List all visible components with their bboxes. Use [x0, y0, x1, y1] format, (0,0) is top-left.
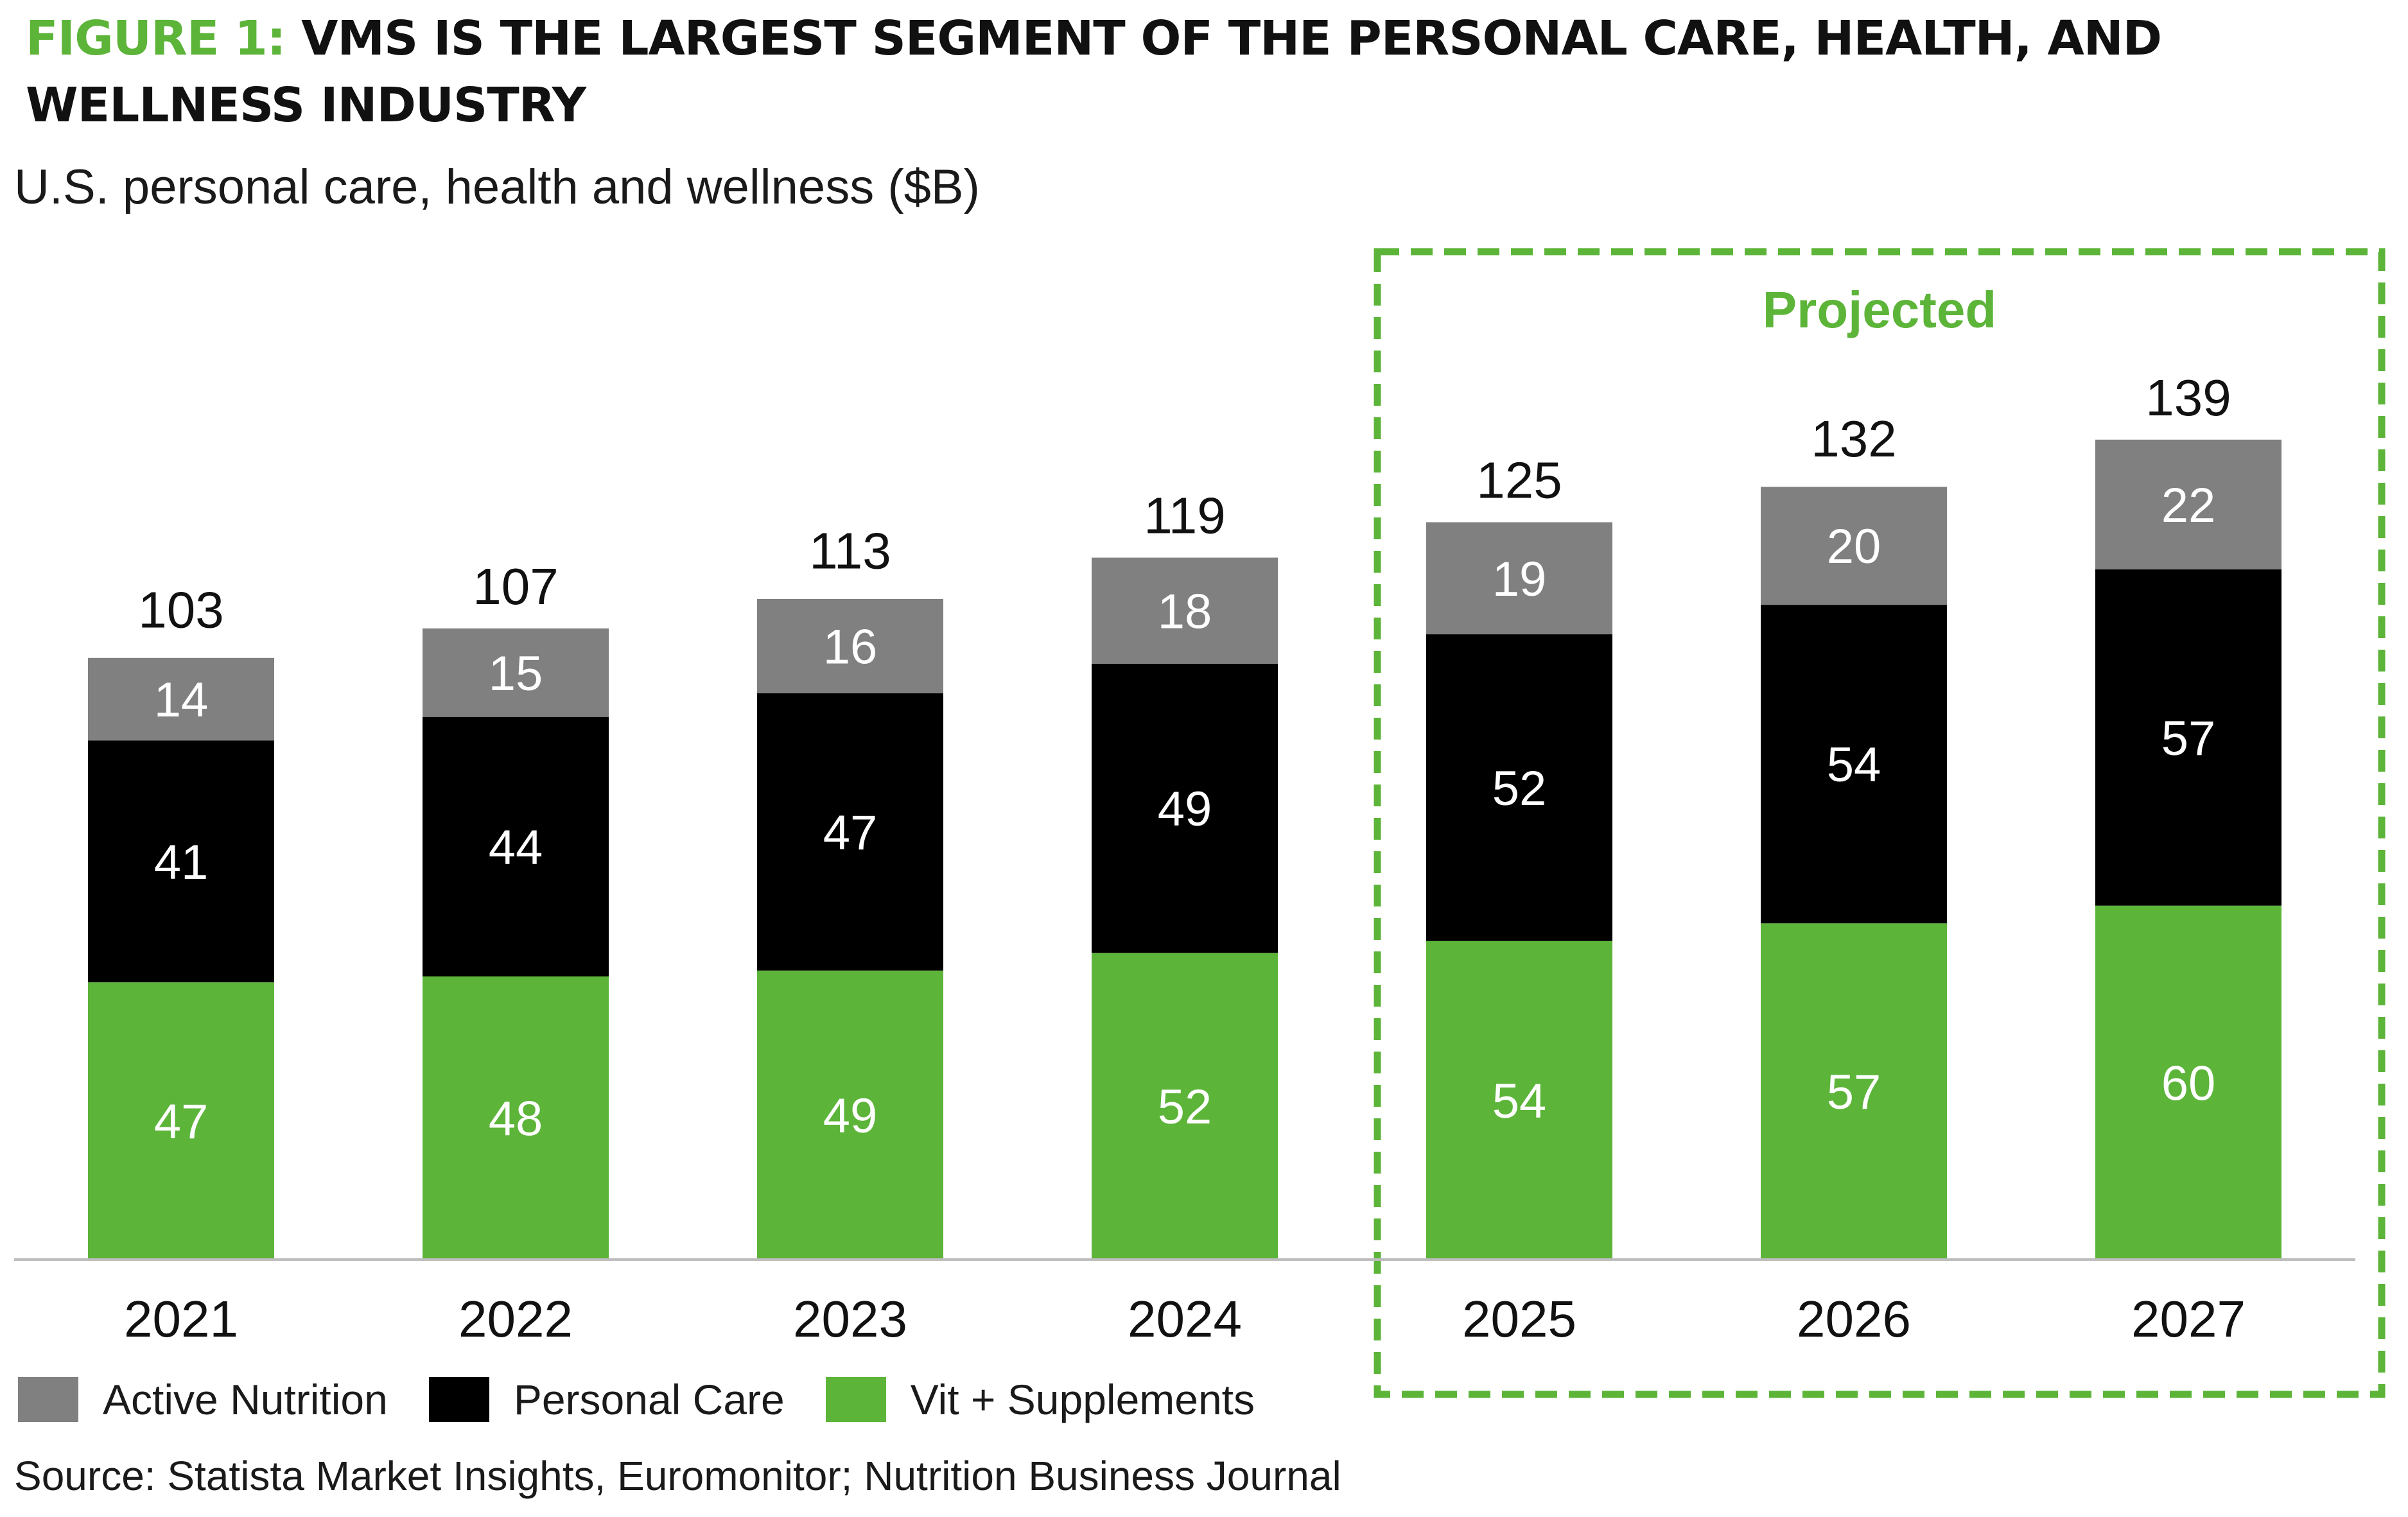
bar-segment-personal-care-2027 — [2095, 569, 2281, 906]
legend-label: Active Nutrition — [103, 1376, 388, 1423]
x-tick-label: 2022 — [458, 1290, 573, 1348]
source-note: Source: Statista Market Insights, Euromo… — [14, 1453, 1341, 1499]
bar-segment-vit-supplements-2026 — [1761, 923, 1947, 1260]
bar-value-label: 16 — [823, 620, 878, 674]
bar-segment-active-nutrition-2022 — [423, 628, 609, 717]
bar-segment-active-nutrition-2021 — [88, 657, 274, 741]
bar-segment-vit-supplements-2022 — [423, 976, 609, 1260]
bar-segment-vit-supplements-2025 — [1426, 941, 1612, 1260]
x-tick-label: 2027 — [2131, 1290, 2246, 1348]
bar-value-label: 47 — [154, 1095, 209, 1149]
projected-label: Projected — [1763, 281, 1997, 338]
legend-label: Personal Care — [513, 1376, 785, 1423]
x-tick-label: 2025 — [1462, 1290, 1576, 1348]
x-tick-label: 2021 — [124, 1290, 238, 1348]
bar-value-label: 19 — [1492, 552, 1547, 607]
bar-segment-active-nutrition-2024 — [1092, 557, 1278, 664]
bar-segment-active-nutrition-2027 — [2095, 439, 2281, 569]
legend-swatch — [18, 1377, 78, 1422]
projected-region-box — [1374, 248, 2386, 1398]
bar-segment-personal-care-2021 — [88, 740, 274, 983]
bar-total-label: 125 — [1476, 451, 1562, 508]
bar-segment-personal-care-2023 — [757, 693, 943, 971]
bar-value-label: 52 — [1158, 1080, 1212, 1134]
chart-subtitle: U.S. personal care, health and wellness … — [14, 160, 980, 214]
bar-segment-vit-supplements-2027 — [2095, 905, 2281, 1260]
bar-value-label: 48 — [489, 1091, 543, 1146]
legend-swatch — [825, 1377, 886, 1422]
bar-value-label: 47 — [823, 806, 878, 860]
bar-segment-vit-supplements-2023 — [757, 970, 943, 1260]
legend-item: Personal Care — [428, 1375, 785, 1424]
bar-value-label: 18 — [1158, 584, 1212, 639]
bar-segment-vit-supplements-2024 — [1092, 953, 1278, 1260]
bar-total-label: 119 — [1144, 487, 1226, 544]
bar-value-label: 20 — [1827, 519, 1881, 574]
legend-item: Vit + Supplements — [825, 1375, 1255, 1424]
x-tick-label: 2023 — [793, 1290, 907, 1348]
bar-total-label: 113 — [809, 523, 891, 580]
bar-value-label: 14 — [154, 673, 209, 727]
bar-value-label: 57 — [1827, 1065, 1881, 1120]
bar-value-label: 41 — [154, 835, 209, 890]
bar-value-label: 15 — [489, 646, 543, 701]
bar-segment-personal-care-2026 — [1761, 605, 1947, 924]
bar-total-label: 139 — [2145, 369, 2231, 426]
bar-total-label: 103 — [138, 582, 223, 639]
legend-label: Vit + Supplements — [910, 1376, 1255, 1423]
bar-value-label: 60 — [2161, 1056, 2216, 1111]
bar-value-label: 54 — [1827, 738, 1881, 792]
figure-title-text: VMS IS THE LARGEST SEGMENT OF THE PERSON… — [26, 11, 2162, 133]
bar-total-label: 132 — [1811, 410, 1896, 467]
x-tick-label: 2024 — [1128, 1290, 1242, 1348]
bar-value-label: 22 — [2161, 478, 2216, 533]
bar-segment-active-nutrition-2025 — [1426, 522, 1612, 635]
bar-segment-active-nutrition-2023 — [757, 598, 943, 693]
bar-value-label: 54 — [1492, 1074, 1547, 1129]
figure-number: FIGURE 1: — [26, 11, 286, 66]
bar-value-label: 49 — [823, 1089, 878, 1143]
bar-segment-personal-care-2024 — [1092, 663, 1278, 953]
bar-segment-vit-supplements-2021 — [88, 982, 274, 1260]
x-tick-label: 2026 — [1797, 1290, 1911, 1348]
bar-value-label: 52 — [1492, 761, 1547, 816]
figure-title: FIGURE 1: VMS IS THE LARGEST SEGMENT OF … — [26, 5, 2273, 139]
bar-segment-personal-care-2022 — [423, 716, 609, 976]
bar-value-label: 57 — [2161, 711, 2216, 766]
chart-legend: Active Nutrition Personal Care Vit + Suppl… — [18, 1374, 1296, 1425]
bar-segment-active-nutrition-2026 — [1761, 487, 1947, 605]
bar-value-label: 44 — [489, 820, 543, 875]
legend-item: Active Nutrition — [18, 1375, 388, 1424]
legend-swatch — [428, 1377, 489, 1422]
bar-segment-personal-care-2025 — [1426, 634, 1612, 941]
bar-value-label: 49 — [1158, 782, 1212, 837]
bar-total-label: 107 — [473, 558, 558, 615]
